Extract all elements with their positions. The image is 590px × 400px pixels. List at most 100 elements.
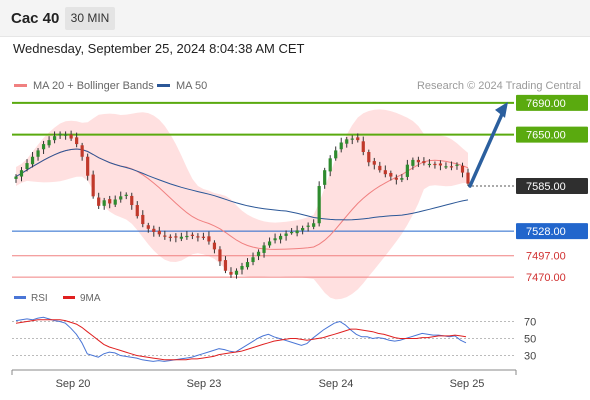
candle-body (267, 241, 272, 246)
candle-body (218, 249, 222, 262)
candle-body (64, 134, 68, 136)
candle-body (323, 170, 327, 185)
candle-body (97, 197, 101, 206)
candle-body (229, 271, 233, 275)
projection-arrow-head (495, 101, 508, 118)
candle-body (91, 174, 95, 197)
candle-body (135, 205, 139, 217)
rsi-ma-swatch (63, 295, 75, 299)
resistance-tag-1 (516, 126, 588, 143)
candle-body (356, 137, 360, 141)
rsi-ma-line (15, 319, 467, 361)
candle-body (223, 260, 228, 271)
candle-body (422, 161, 426, 164)
candle-body (152, 228, 156, 232)
last-price-label: 7585.00 (526, 181, 566, 193)
timeframe-badge[interactable]: 30 MIN (65, 7, 115, 30)
legend-rsi: RSI (14, 293, 48, 304)
candle-body (141, 214, 145, 225)
candle-body (334, 150, 338, 159)
legend-ma50: MA 50 (157, 80, 207, 92)
top-bar: Cac 40 30 MIN (0, 0, 590, 37)
candle-body (207, 236, 211, 242)
candle-body (394, 177, 398, 180)
candle-body (201, 236, 206, 238)
candle-body (108, 199, 112, 204)
pivot-tag-3 (516, 223, 588, 240)
candle-body (47, 140, 51, 146)
candle-body (306, 225, 310, 227)
candle-body (350, 138, 354, 140)
source-credit: Research © 2024 Trading Central (416, 80, 581, 92)
ma20-swatch (14, 83, 27, 87)
ma50-swatch (157, 83, 170, 87)
candles (14, 130, 470, 279)
candle-body (124, 194, 128, 196)
candle-body (295, 230, 299, 234)
legend-rsi-ma: 9MA (63, 293, 101, 304)
candle-body (190, 234, 194, 236)
candle-body (185, 235, 189, 238)
candle-body (328, 158, 332, 172)
candle-body (256, 251, 261, 257)
candle-body (36, 150, 40, 157)
support-label-4: 7497.00 (526, 251, 566, 263)
candle-body (449, 166, 454, 168)
x-tick-3: Sep 25 (450, 378, 485, 390)
candle-body (438, 163, 443, 166)
candle-body (19, 170, 24, 177)
x-axis: Sep 20 Sep 23 Sep 24 Sep 25 (11, 369, 517, 390)
candle-body (113, 199, 117, 205)
candle-body (278, 235, 283, 240)
candle-body (262, 245, 266, 253)
candle-body (52, 136, 57, 141)
candle-body (400, 178, 404, 180)
candle-body (25, 163, 29, 170)
candle-body (433, 163, 437, 166)
candle-body (416, 159, 420, 163)
bollinger-band (16, 109, 468, 300)
candle-body (361, 141, 365, 152)
candle-body (75, 137, 79, 145)
pivot-label-3: 7528.00 (526, 226, 566, 238)
candle-body (196, 236, 200, 238)
bollinger-band-area (16, 109, 468, 300)
legend-ma20: MA 20 + Bollinger Bands (14, 80, 154, 92)
candle-body (466, 172, 470, 184)
ma50-line (15, 148, 469, 221)
candle-body (290, 231, 294, 234)
candle-body (168, 236, 172, 238)
candle-body (411, 159, 415, 166)
candle-body (102, 200, 106, 206)
rsi-panel: 30 50 70 (12, 317, 536, 363)
candle-body (378, 165, 382, 171)
rsi-tick-70: 70 (524, 317, 536, 329)
candle-body (86, 156, 90, 176)
candle-body (179, 236, 183, 239)
candle-body (14, 176, 18, 179)
candle-body (157, 230, 161, 235)
projection-arrow (468, 101, 508, 188)
ma20-label: MA 20 + Bollinger Bands (33, 80, 154, 92)
candle-body (273, 238, 277, 241)
symbol-title: Cac 40 (11, 10, 60, 27)
candle-body (58, 133, 62, 135)
candle-body (427, 163, 432, 166)
support-label-5: 7470.00 (526, 272, 566, 284)
rsi-swatch (14, 295, 26, 299)
datetime-label: Wednesday, September 25, 2024 8:04:38 AM… (13, 41, 305, 56)
candle-body (284, 233, 288, 236)
candle-body (130, 195, 134, 206)
moving-averages (15, 148, 469, 250)
x-tick-2: Sep 24 (319, 378, 354, 390)
rsi-tick-30: 30 (524, 351, 536, 363)
projection-arrow-shaft (468, 110, 505, 188)
resistance-label-0: 7690.00 (526, 98, 566, 110)
rsi-label: RSI (31, 293, 48, 304)
candle-body (163, 235, 167, 237)
candle-body (389, 172, 393, 177)
candle-body (405, 164, 409, 177)
resistance-label-1: 7650.00 (526, 130, 566, 142)
candle-body (69, 134, 73, 139)
